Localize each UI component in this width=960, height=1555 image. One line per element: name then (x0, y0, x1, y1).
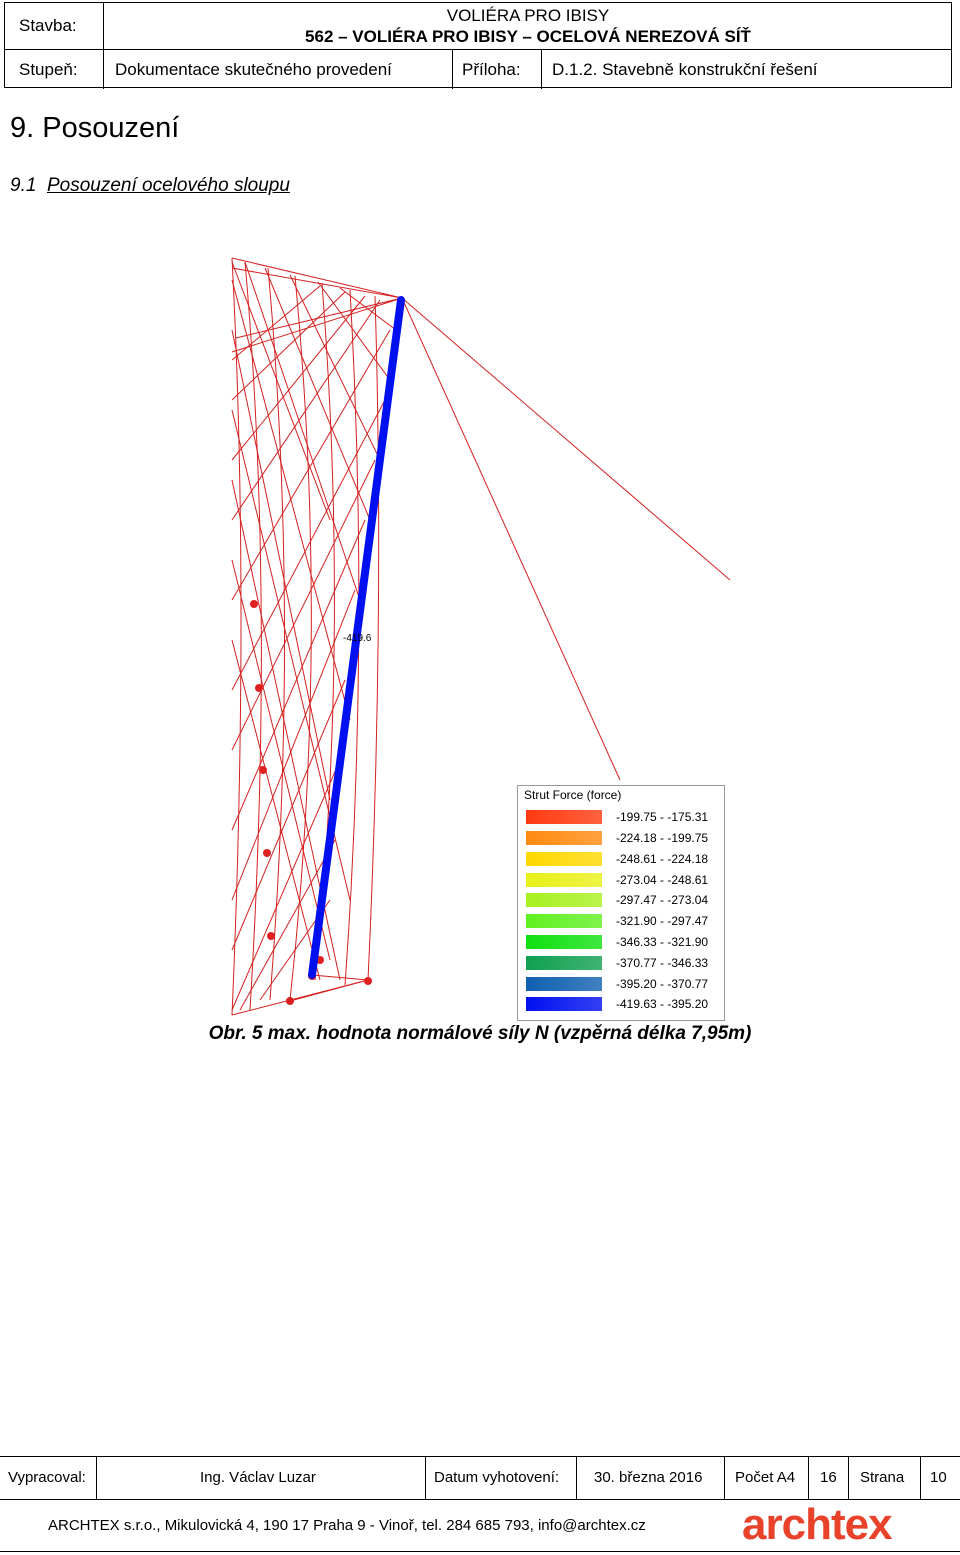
priloha-value: D.1.2. Stavebně konstrukční řešení (552, 60, 818, 79)
legend-swatch (526, 977, 602, 991)
subsection-title: Posouzení ocelového sloupu (46, 175, 290, 196)
legend-title: Strut Force (force) (524, 788, 622, 802)
stupen-value: Dokumentace skutečného provedení (115, 60, 392, 79)
legend-swatch (526, 810, 602, 824)
pocet-label: Počet A4 (735, 1469, 796, 1486)
legend-swatch (526, 852, 602, 866)
legend-swatch (526, 914, 602, 928)
priloha-label: Příloha: (462, 60, 521, 79)
pocet-value: 16 (820, 1469, 837, 1486)
section-heading: 9. Posouzení (10, 112, 180, 144)
legend-label: -248.61 - -224.18 (616, 852, 709, 866)
legend-label: -199.75 - -175.31 (616, 810, 709, 824)
strana-label: Strana (860, 1469, 905, 1486)
legend-swatch (526, 997, 602, 1011)
subsection-heading: 9.1 Posouzení ocelového sloupu (10, 175, 290, 197)
member-force-label: -419.6 (343, 633, 372, 644)
legend-swatch (526, 893, 602, 907)
legend-label: -273.04 - -248.61 (616, 873, 709, 887)
header-row-stavba: Stavba: VOLIÉRA PRO IBISY 562 – VOLIÉRA … (5, 3, 951, 50)
vypracoval-value: Ing. Václav Luzar (200, 1469, 316, 1486)
archtex-logo: archtex (738, 1501, 958, 1551)
force-legend: Strut Force (force) -199.75 - -175.31 -2… (517, 785, 725, 1021)
legend-swatch (526, 935, 602, 949)
legend-label: -346.33 - -321.90 (616, 935, 709, 949)
project-title-line1: VOLIÉRA PRO IBISY (446, 6, 610, 25)
company-address: ARCHTEX s.r.o., Mikulovická 4, 190 17 Pr… (48, 1517, 646, 1534)
datum-value: 30. března 2016 (594, 1469, 703, 1486)
legend-swatch (526, 956, 602, 970)
steel-column-member (308, 296, 405, 979)
legend-label: -370.77 - -346.33 (616, 956, 709, 970)
stavba-label: Stavba: (19, 16, 77, 35)
document-header: Stavba: VOLIÉRA PRO IBISY 562 – VOLIÉRA … (4, 2, 952, 89)
vypracoval-label: Vypracoval: (8, 1469, 86, 1486)
legend-label: -419.63 - -395.20 (616, 997, 709, 1011)
document-footer: Vypracoval: Ing. Václav Luzar Datum vyho… (0, 1456, 960, 1552)
datum-label: Datum vyhotovení: (434, 1469, 560, 1486)
legend-label: -395.20 - -370.77 (616, 977, 709, 991)
project-title: VOLIÉRA PRO IBISY 562 – VOLIÉRA PRO IBIS… (105, 3, 951, 49)
legend-label: -321.90 - -297.47 (616, 914, 709, 928)
stupen-label: Stupeň: (19, 60, 78, 79)
legend-label: -297.47 - -273.04 (616, 893, 709, 907)
legend-swatch (526, 831, 602, 845)
legend-swatch (526, 873, 602, 887)
footer-info-row: Vypracoval: Ing. Václav Luzar Datum vyho… (0, 1457, 960, 1500)
subsection-number: 9.1 (10, 175, 37, 196)
legend-label: -224.18 - -199.75 (616, 831, 709, 845)
project-title-line2: 562 – VOLIÉRA PRO IBISY – OCELOVÁ NEREZO… (305, 27, 751, 46)
svg-text:archtex: archtex (742, 1501, 893, 1549)
net-members (231, 257, 731, 1016)
strana-value: 10 (930, 1469, 947, 1486)
figure-caption: Obr. 5 max. hodnota normálové síly N (vz… (208, 1023, 752, 1044)
